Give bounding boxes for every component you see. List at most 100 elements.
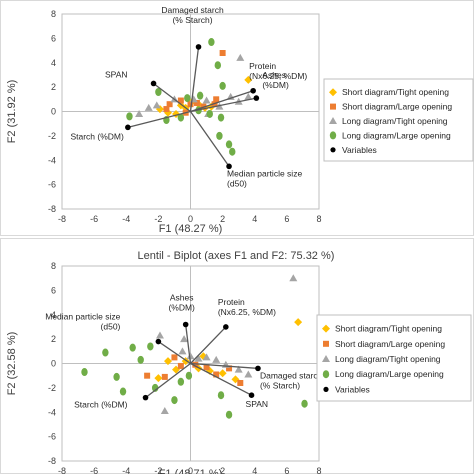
bottom-variable-label-line: Damaged starch <box>260 370 323 380</box>
top-variable-label-line: SPAN <box>105 69 128 79</box>
top-variable-label-line: (% Starch) <box>172 15 212 25</box>
top-series-1-point <box>244 75 253 84</box>
top-series-2-point <box>177 97 184 104</box>
bottom-series-2-point <box>237 380 244 386</box>
top-legend-entry-label: Long diagram/Tight opening <box>342 116 448 126</box>
top-x-tick-label: 4 <box>252 214 257 224</box>
bottom-series-3-point <box>180 335 189 343</box>
bottom-variable-label: Damaged starch (% Starch) <box>260 370 323 390</box>
bottom-legend-marker <box>322 370 330 379</box>
top-variable-vector <box>127 110 191 128</box>
top-variable-label-line: Starch (%DM) <box>70 131 124 141</box>
bottom-x-tick-label: -6 <box>90 466 98 474</box>
bottom-series-3-point <box>186 352 195 360</box>
bottom-series-2-point <box>203 364 210 371</box>
bottom-series-4-point <box>81 368 88 377</box>
bottom-legend-variables-marker <box>323 386 329 392</box>
top-series-2-point <box>213 96 220 103</box>
top-series-2-point <box>219 50 226 56</box>
bottom-x-axis-label: F1 (48.71 %) <box>159 468 223 474</box>
top-series-4-point <box>206 109 213 118</box>
bottom-series-4-point <box>119 387 127 396</box>
top-y-tick-label: 0 <box>51 107 56 117</box>
bottom-variable-label-line: (% Starch) <box>260 380 300 390</box>
bottom-series-1-point <box>154 374 163 383</box>
bottom-variable-label-line: SPAN <box>246 399 269 409</box>
bottom-variable-label-line: (%DM) <box>168 303 195 313</box>
top-series-3-point <box>244 92 253 100</box>
bottom-variable-label-line: (d50) <box>101 322 121 332</box>
bottom-series-1-point <box>294 318 303 327</box>
top-x-tick-label: 2 <box>220 214 225 224</box>
bottom-legend-entry-label: Short diagram/Large opening <box>335 339 445 349</box>
top-chart: -8 -6 -4 -2 0 2 4 6 8 -8 -6 -4 -2 0 2 4 6 8 F1 (48.27 %) F2… <box>0 0 474 236</box>
top-variable-label-line: Protein <box>249 61 276 71</box>
bottom-variable-label-line: Protein <box>218 297 245 307</box>
top-variable-label-line: Damaged starch <box>161 5 224 15</box>
top-x-tick-label: -4 <box>122 214 130 224</box>
bottom-x-tick-label: 8 <box>316 466 321 474</box>
top-variable-point <box>253 95 260 101</box>
bottom-series-4-point <box>147 342 154 351</box>
top-legend-entry-label: Short diagram/Large opening <box>342 102 452 112</box>
bottom-series-1-point <box>218 369 227 378</box>
top-variable-label: Protein (Nx6.25, %DM) <box>249 61 307 81</box>
top-series-4-point <box>229 147 236 156</box>
bottom-chart: Lentil - Biplot (axes F1 and F2: 75.32 %… <box>0 238 474 474</box>
bottom-y-tick-label: -6 <box>48 432 56 442</box>
top-x-tick-label: -6 <box>90 214 98 224</box>
top-variable-label: SPAN <box>105 69 128 79</box>
top-x-tick-label: -2 <box>154 214 162 224</box>
top-legend-box <box>323 78 474 162</box>
top-variable-label: Damaged starch (% Starch) <box>161 5 224 25</box>
bottom-series-3-point <box>289 274 298 282</box>
bottom-legend-box <box>316 314 472 402</box>
top-series-4-point <box>196 91 204 100</box>
bottom-variable-point <box>142 394 149 401</box>
top-variable-vector <box>189 111 230 167</box>
bottom-series-3-point <box>178 347 187 355</box>
bottom-series-4-point <box>171 396 178 405</box>
bottom-series-2-point <box>213 371 220 378</box>
bottom-variable-label: Median particle size (d50) <box>45 312 120 332</box>
bottom-variable-vector <box>190 362 252 396</box>
bottom-series-4-point <box>301 399 308 408</box>
bottom-variable-label: Starch (%DM) <box>74 400 128 410</box>
top-series-4-point <box>177 113 185 122</box>
bottom-series-3-point <box>160 407 169 415</box>
top-variable-label-line: Ashes <box>262 70 286 80</box>
bottom-series-4-point <box>177 377 185 386</box>
top-legend-marker <box>329 117 337 124</box>
top-series-4-point <box>216 131 223 140</box>
top-variable-label-line: (%DM) <box>262 80 289 90</box>
top-y-tick-label: 6 <box>51 33 56 43</box>
bottom-series-2-point <box>144 372 151 379</box>
top-y-tick-label: 8 <box>51 9 56 19</box>
top-legend-entry-label: Short diagram/Tight opening <box>342 87 449 97</box>
top-variable-point <box>125 124 131 131</box>
top-legend-marker <box>329 88 337 97</box>
bottom-series-1-point <box>164 357 173 366</box>
top-series-2-point <box>187 101 194 108</box>
bottom-series-2-point <box>226 365 233 372</box>
bottom-variable-label: SPAN <box>246 399 269 409</box>
top-series-4-point <box>217 113 225 122</box>
top-legend-entry-label: Variables <box>342 145 377 155</box>
bottom-variable-vector <box>145 362 191 399</box>
bottom-legend-marker <box>322 324 330 333</box>
top-variable-label-line: (d50) <box>227 178 247 188</box>
top-series-3-point <box>144 103 153 111</box>
bottom-x-tick-label: 2 <box>220 466 225 474</box>
bottom-variable-point <box>223 324 229 330</box>
top-series-2-point <box>166 101 173 108</box>
top-y-tick-label: -4 <box>48 155 56 165</box>
top-variable-point <box>195 44 202 50</box>
bottom-variable-label-line: Median particle size <box>45 312 120 322</box>
bottom-series-2-point <box>161 373 168 380</box>
top-variable-label: Starch (%DM) <box>70 131 124 141</box>
bottom-series-4-point <box>185 371 193 380</box>
bottom-legend-entry-label: Long diagram/Tight opening <box>335 354 441 364</box>
top-variable-label-line: (Nx6.25, %DM) <box>249 71 307 81</box>
top-series-4-point <box>155 88 162 96</box>
